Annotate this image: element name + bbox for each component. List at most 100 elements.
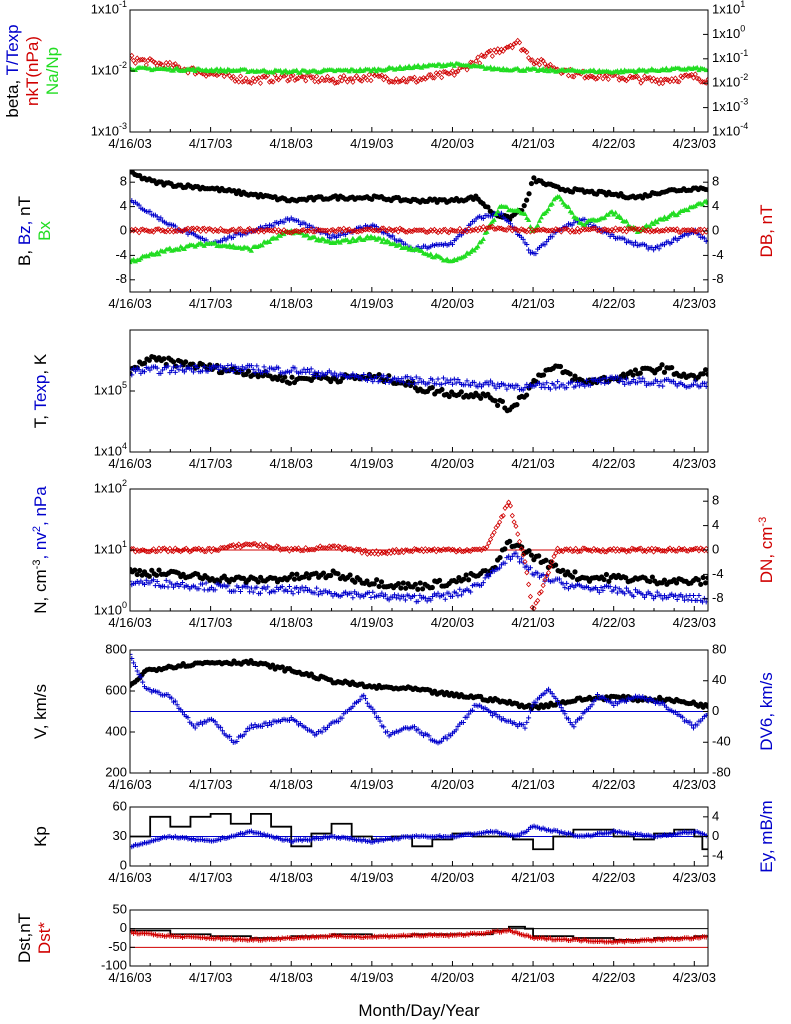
data-point [553,550,559,556]
data-point [636,545,642,552]
tick-label: 8 [120,174,127,189]
data-point [250,541,256,547]
data-point [611,587,617,593]
data-point [440,592,446,598]
x-tick-label: 4/16/03 [108,136,151,151]
x-tick-label: 4/22/03 [592,296,635,311]
data-point [301,74,307,80]
data-point [415,586,421,592]
data-point [245,541,251,548]
data-point [612,210,619,215]
data-point [236,226,242,232]
data-point [303,725,309,731]
tick-label: 8 [712,174,719,189]
data-point [656,80,662,87]
data-point [502,546,508,552]
data-point [352,548,358,554]
data-point [480,216,486,222]
data-point [250,366,256,372]
data-point [555,227,561,233]
data-point [607,228,613,234]
data-point [609,72,615,79]
data-point [348,238,354,244]
data-point [379,225,385,232]
data-point [304,232,311,238]
data-point [403,585,409,591]
data-point [167,245,173,251]
data-point [565,547,572,554]
data-point [594,587,600,593]
data-point [498,514,504,520]
data-point [180,579,186,585]
data-point [395,228,401,235]
data-point [609,547,615,554]
series-V [130,657,708,712]
data-point [225,228,231,235]
data-point [535,570,541,576]
data-point [391,79,398,85]
data-point [214,72,220,79]
data-point [154,578,160,584]
data-point [172,223,178,229]
right-y-axis-label: DN, cm-3 [757,517,776,583]
data-point [683,227,689,234]
data-point [310,228,316,235]
data-point [205,71,211,78]
data-point [435,71,441,78]
data-point [359,228,365,234]
data-point [370,589,376,595]
data-point [480,53,486,60]
data-point [257,227,263,233]
data-point [459,228,465,235]
data-point [344,227,350,233]
data-point [136,548,142,554]
data-point [542,578,548,584]
x-tick-label: 4/16/03 [108,777,151,792]
data-point [439,738,445,744]
data-point [319,545,325,551]
data-point [484,379,490,385]
x-tick-label: 4/21/03 [511,615,554,630]
data-point [506,224,512,231]
data-point [174,702,180,708]
data-point [524,563,530,569]
data-point [170,229,177,235]
data-point [402,229,408,235]
data-point [623,575,629,581]
data-point [573,545,579,552]
data-point [531,175,537,181]
data-point [602,215,608,220]
data-point [488,536,494,543]
data-point [401,75,407,82]
data-point [546,227,552,234]
data-point [286,584,292,590]
data-point [225,583,231,589]
data-point [397,242,403,247]
data-point [341,544,347,551]
data-point [141,369,147,375]
data-point [623,698,629,704]
data-point [132,664,138,670]
data-point [687,72,693,79]
panel-2: -8 -4 0 4 8 -8 -4 0 4 8 4/16/03 4/17/03 4/18/03 4/19/… [15,169,776,311]
data-point [141,581,147,587]
data-point [660,596,666,602]
data-point [402,597,408,603]
data-point [542,690,548,696]
data-point [384,729,390,735]
data-point [674,226,680,232]
tick-label: 1x10-2 [91,60,127,77]
data-point [323,545,329,551]
data-point [147,548,153,555]
data-point [350,704,356,710]
data-point [183,359,189,365]
data-point [317,227,323,233]
data-point [466,711,472,717]
data-point [398,585,404,591]
data-point [180,547,186,554]
x-tick-label: 4/19/03 [350,615,393,630]
data-point [419,65,425,70]
data-point [511,385,517,391]
data-point [143,548,149,555]
data-point [384,75,390,82]
